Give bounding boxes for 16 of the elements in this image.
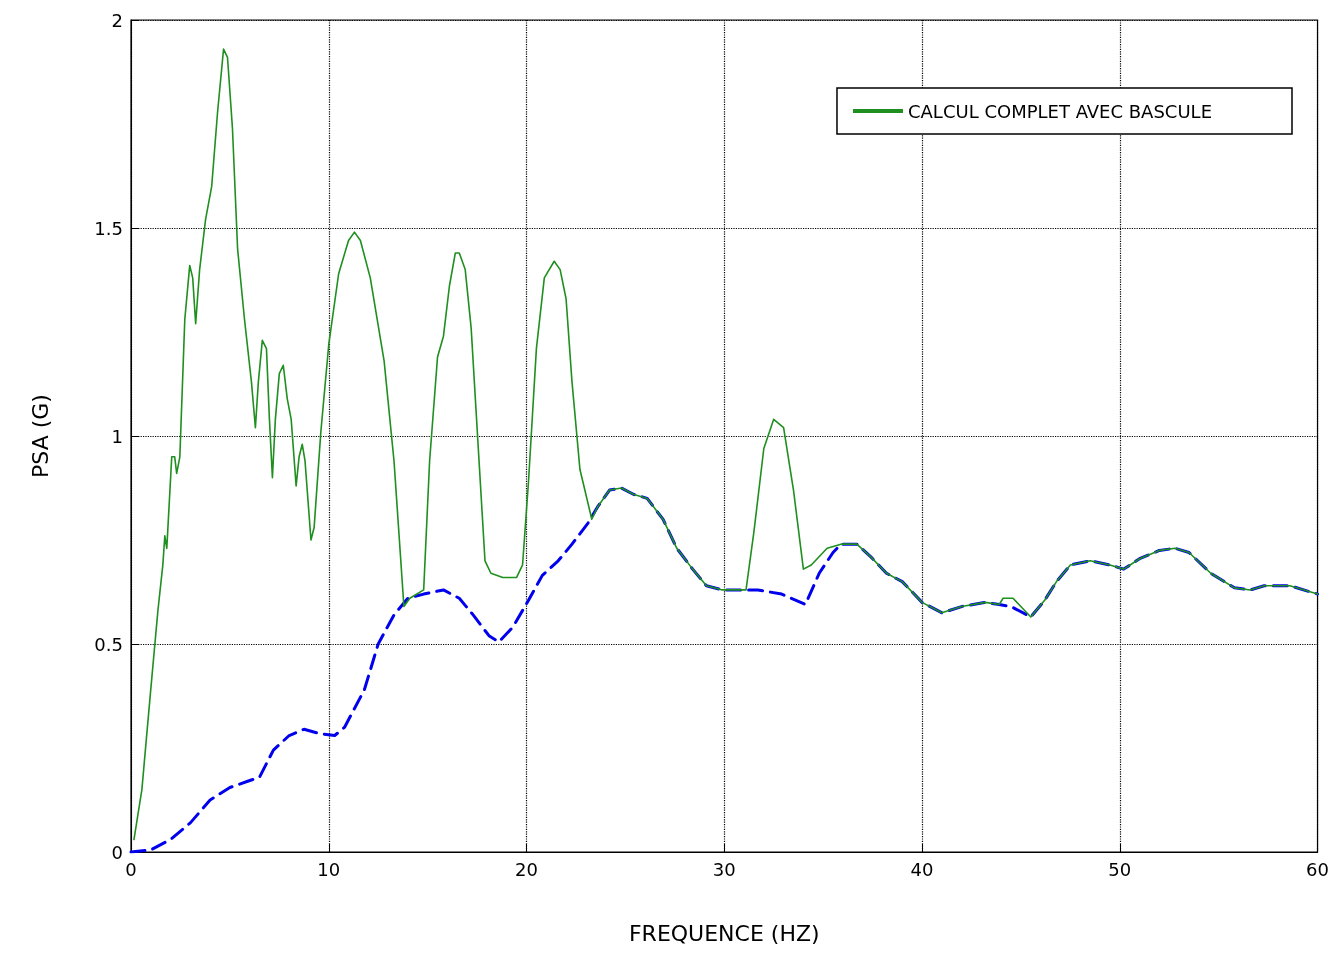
y-tick-label: 1 bbox=[111, 425, 123, 447]
y-axis-title: PSA (G) bbox=[27, 394, 53, 478]
y-tick-label: 2 bbox=[111, 9, 123, 31]
x-tick-label: 10 bbox=[317, 858, 341, 880]
y-tick-label: 0.5 bbox=[94, 633, 123, 655]
x-tick-label: 40 bbox=[910, 858, 934, 880]
x-tick-label: 0 bbox=[125, 858, 137, 880]
legend-label: CALCUL COMPLET AVEC BASCULE bbox=[907, 100, 1212, 122]
x-tick-label: 30 bbox=[712, 858, 736, 880]
x-axis-title: FREQUENCE (HZ) bbox=[628, 920, 820, 946]
x-tick-label: 50 bbox=[1108, 858, 1132, 880]
line-series bbox=[133, 48, 1319, 841]
x-tick-label: 20 bbox=[515, 858, 538, 880]
y-tick-label: 0 bbox=[111, 841, 123, 863]
y-tick-label: 1.5 bbox=[94, 217, 123, 239]
x-tick-label: 60 bbox=[1306, 858, 1329, 880]
